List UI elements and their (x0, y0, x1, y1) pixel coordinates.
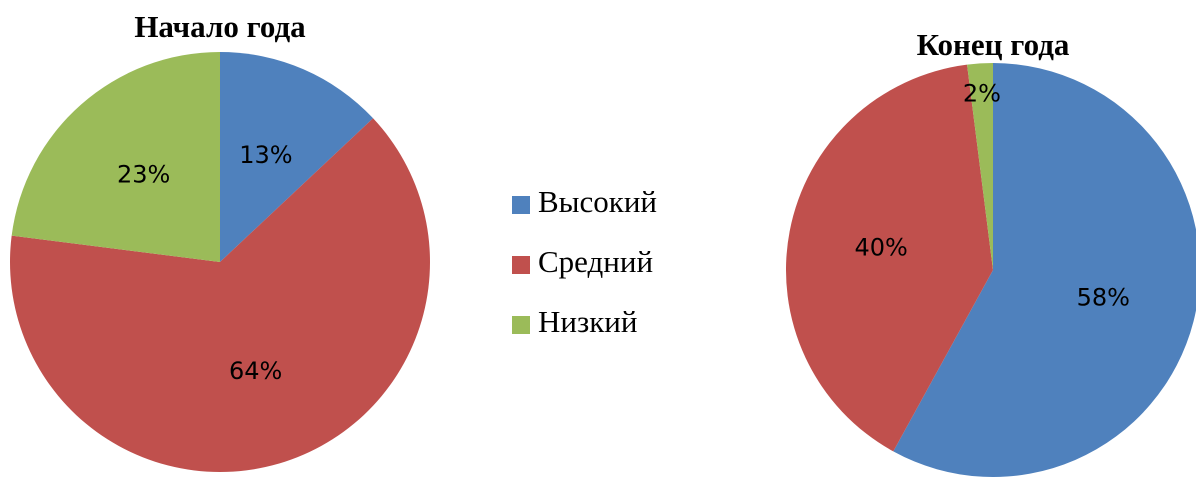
legend-label: Низкий (538, 304, 637, 339)
pie-slice (220, 52, 374, 262)
legend-swatch (512, 256, 530, 274)
pie-slice (9, 118, 430, 473)
pie-slice (785, 64, 993, 452)
pie-slice (967, 63, 993, 270)
legend-swatch (512, 196, 530, 214)
data-label: 2% (963, 79, 1001, 107)
chart-title: Конец года (917, 27, 1070, 62)
data-label: 64% (229, 357, 282, 385)
data-label: 23% (117, 160, 170, 188)
legend-label: Средний (538, 244, 653, 279)
chart-title: Начало года (134, 9, 306, 44)
pie-slice (893, 63, 1196, 477)
data-label: 13% (239, 141, 292, 169)
pie-slice (11, 52, 220, 262)
data-label: 58% (1077, 283, 1130, 311)
data-label: 40% (854, 234, 907, 262)
legend-swatch (512, 316, 530, 334)
legend-label: Высокий (538, 184, 657, 219)
